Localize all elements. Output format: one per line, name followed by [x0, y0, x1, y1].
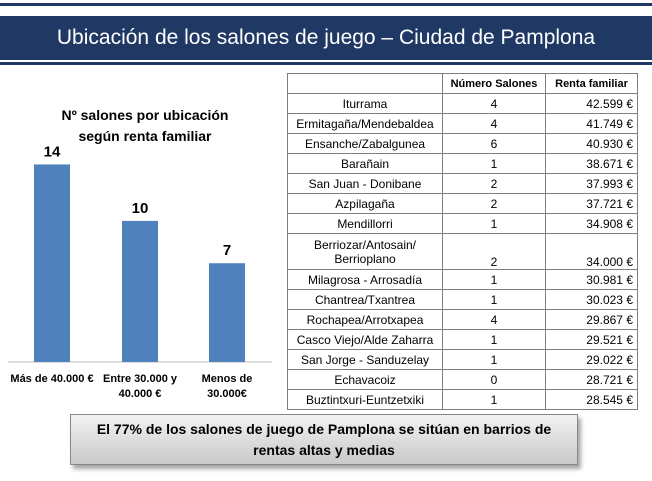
- table-row: Berriozar/Antosain/ Berrioplano 2 34.000 €: [287, 233, 638, 270]
- salones-table: Número Salones Renta familiar Iturrama 4 4…: [287, 73, 638, 410]
- renta-cell: 34.908 €: [545, 213, 638, 234]
- renta-cell: 29.022 €: [545, 349, 638, 370]
- salones-cell: 1: [442, 289, 546, 310]
- renta-cell: 29.867 €: [545, 309, 638, 330]
- salones-cell: 1: [442, 389, 546, 410]
- table-row: Buztintxuri-Euntzetxiki 1 28.545 €: [287, 389, 638, 410]
- bar: [34, 164, 70, 362]
- category-label: Entre 30.000 y 40.000 €: [103, 373, 178, 400]
- renta-cell: 29.521 €: [545, 329, 638, 350]
- barrio-cell: Berriozar/Antosain/ Berrioplano: [287, 233, 443, 270]
- barrio-cell: Echavacoiz: [287, 369, 443, 390]
- bar: [122, 220, 158, 362]
- barrio-cell: Buztintxuri-Euntzetxiki: [287, 389, 443, 410]
- renta-cell: 42.599 €: [545, 93, 638, 114]
- table-row: San Juan - Donibane 2 37.993 €: [287, 173, 638, 194]
- table-row: Barañain 1 38.671 €: [287, 153, 638, 174]
- renta-cell: 34.000 €: [545, 233, 638, 270]
- table-row: Rochapea/Arrotxapea 4 29.867 €: [287, 309, 638, 330]
- salones-cell: 1: [442, 213, 546, 234]
- salones-cell: 0: [442, 369, 546, 390]
- table-header-salones: Número Salones: [442, 73, 546, 94]
- header-rule: [0, 62, 652, 65]
- table-row: Ensanche/Zabalgunea 6 40.930 €: [287, 133, 638, 154]
- salones-cell: 2: [442, 233, 546, 270]
- salones-cell: 4: [442, 309, 546, 330]
- bar-value-label: 14: [44, 143, 61, 160]
- category-label: Menos de 30.000€: [202, 373, 253, 400]
- barrio-cell: Iturrama: [287, 93, 443, 114]
- barrio-cell: Chantrea/Txantrea: [287, 289, 443, 310]
- barrio-cell: Mendillorri: [287, 213, 443, 234]
- salones-cell: 1: [442, 269, 546, 290]
- renta-cell: 37.721 €: [545, 193, 638, 214]
- barrio-cell: Barañain: [287, 153, 443, 174]
- salones-cell: 6: [442, 133, 546, 154]
- salones-cell: 1: [442, 349, 546, 370]
- barrio-cell: Ermitagaña/Mendebaldea: [287, 113, 443, 134]
- bar-value-label: 7: [223, 242, 231, 259]
- category-label: Más de 40.000 €: [10, 373, 93, 385]
- renta-cell: 30.981 €: [545, 269, 638, 290]
- bar-value-label: 10: [132, 200, 149, 217]
- salones-cell: 4: [442, 113, 546, 134]
- barrio-cell: San Juan - Donibane: [287, 173, 443, 194]
- table-row: Ermitagaña/Mendebaldea 4 41.749 €: [287, 113, 638, 134]
- renta-cell: 38.671 €: [545, 153, 638, 174]
- salones-cell: 2: [442, 173, 546, 194]
- barrio-cell: Casco Viejo/Alde Zaharra: [287, 329, 443, 350]
- salones-cell: 1: [442, 153, 546, 174]
- chart-title: Nº salones por ubicación según renta fam…: [61, 107, 229, 144]
- summary-callout: El 77% de los salones de juego de Pamplo…: [70, 414, 578, 465]
- renta-cell: 41.749 €: [545, 113, 638, 134]
- salones-cell: 4: [442, 93, 546, 114]
- salones-cell: 1: [442, 329, 546, 350]
- renta-cell: 40.930 €: [545, 133, 638, 154]
- bar-chart-svg: 14 10 7 Más de 40.000 € Entre 30.000 y 40.00…: [8, 143, 272, 400]
- table-row: Iturrama 4 42.599 €: [287, 93, 638, 114]
- table-header-empty: [287, 73, 443, 94]
- barrio-cell: San Jorge - Sanduzelay: [287, 349, 443, 370]
- table-header-renta: Renta familiar: [545, 73, 638, 94]
- table-row: Azpilagaña 2 37.721 €: [287, 193, 638, 214]
- barrio-cell: Rochapea/Arrotxapea: [287, 309, 443, 330]
- table-row: San Jorge - Sanduzelay 1 29.022 €: [287, 349, 638, 370]
- barrio-cell: Ensanche/Zabalgunea: [287, 133, 443, 154]
- page-title: Ubicación de los salones de juego – Ciud…: [0, 16, 652, 60]
- bar: [209, 263, 245, 362]
- table-row: Mendillorri 1 34.908 €: [287, 213, 638, 234]
- renta-cell: 28.721 €: [545, 369, 638, 390]
- table-row: Echavacoiz 0 28.721 €: [287, 369, 638, 390]
- salones-cell: 2: [442, 193, 546, 214]
- table-header-row: Número Salones Renta familiar: [287, 73, 638, 94]
- barrio-cell: Milagrosa - Arrosadía: [287, 269, 443, 290]
- barrio-cell: Azpilagaña: [287, 193, 443, 214]
- table-row: Casco Viejo/Alde Zaharra 1 29.521 €: [287, 329, 638, 350]
- bar-chart: 14 10 7 Más de 40.000 € Entre 30.000 y 40.00…: [0, 95, 285, 415]
- top-rule: [0, 3, 652, 6]
- renta-cell: 30.023 €: [545, 289, 638, 310]
- table-row: Milagrosa - Arrosadía 1 30.981 €: [287, 269, 638, 290]
- renta-cell: 28.545 €: [545, 389, 638, 410]
- renta-cell: 37.993 €: [545, 173, 638, 194]
- table-row: Chantrea/Txantrea 1 30.023 €: [287, 289, 638, 310]
